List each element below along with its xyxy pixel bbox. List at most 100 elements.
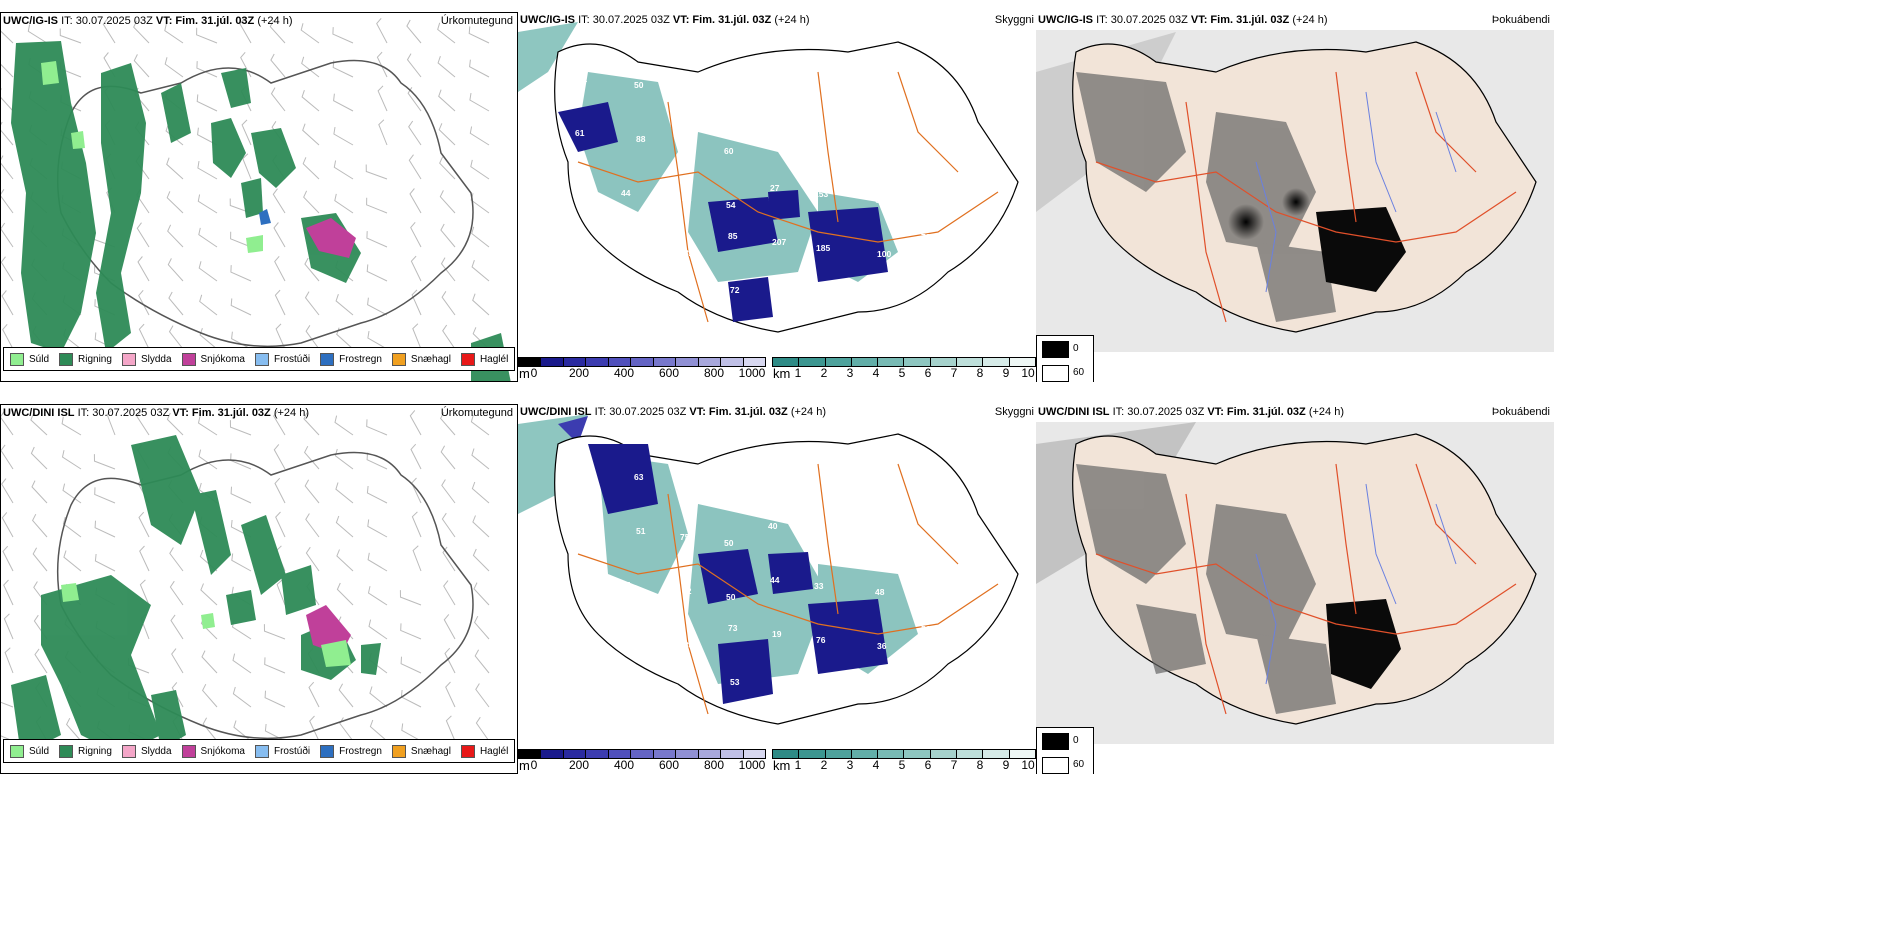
wind-barb [2,545,14,572]
wind-barb [443,580,456,606]
wind-barb [276,579,286,606]
cloud-base-tick: 200 [568,758,590,772]
wind-barb [442,324,456,350]
wind-barb [230,231,252,248]
cloudbase-panel-top: 102 50 52 58 25 97 61 54 61 88 60 60 43 52 99 44 50 44 43 5… [518,12,1036,382]
wind-barb [334,448,354,470]
wind-barb [469,59,490,78]
precip-legend-top: Súld Rigning Slydda Snjókoma Frostúði Fr… [3,347,516,371]
legend-swatch [460,744,475,758]
init-time: IT: 30.07.2025 03Z [77,407,170,419]
wind-barb [332,27,354,44]
model-name: UWC/DINI ISL [520,406,592,418]
lead-time: (+24 h) [1308,406,1345,418]
visibility-tick: 6 [924,758,932,772]
wind-barb [1,54,14,78]
wind-barb [106,409,116,436]
wind-barb [411,477,422,504]
legend-swatch [59,352,74,366]
cloud-base-value: 38 [917,539,927,549]
wind-barb [309,715,320,742]
wind-barb [93,454,116,470]
wind-barb [139,579,150,606]
wind-barb [441,291,456,316]
cloud-base-value: 32 [684,248,694,258]
cloud-base-tick: 0 [530,366,538,380]
wind-barb [27,24,48,44]
wind-barb [263,624,286,640]
cloudbase-panel-bottom: 79 63 94 21 19 11 24 30 41 51 75 50 40 57 63 38 63 75 52 50… [518,404,1036,774]
wind-barb [94,520,116,538]
precip-panel-top: UWC/IG-IS IT: 30.07.2025 03Z VT: Fim. 31… [0,12,518,382]
visibility-colorbar-top: km 1 2 3 4 5 6 7 8 9 10 [772,357,1036,382]
cloud-base-tick: 200 [568,366,590,380]
wind-barb [303,412,320,436]
cloud-base-value: 88 [636,134,646,144]
wind-barb [366,452,388,470]
wind-barb [304,479,320,504]
wind-barb [198,261,218,282]
wind-barb [368,619,388,640]
wind-barb [411,511,422,538]
wind-barb [62,516,82,538]
cloud-base-colorbar-bottom: m 0 200 400 600 800 1000 [518,749,766,774]
lead-time: (+24 h) [790,406,827,418]
wind-barb [1,256,14,282]
wind-barb [1,410,14,436]
cloud-base-value: 48 [875,587,885,597]
wind-barb [409,188,422,214]
wind-barb [304,445,320,470]
legend-swatch [121,352,136,366]
wind-barb [338,683,354,708]
wind-barb [196,27,218,44]
wind-barb [409,410,422,436]
wind-barb [270,87,286,112]
wind-barb [197,161,218,180]
cloud-base-value: 33 [623,242,633,252]
wind-barb [231,331,252,350]
sky-title-bottom: Skyggni [994,406,1034,418]
wind-barb [300,23,320,44]
wind-barb [378,119,388,146]
wind-barb [441,512,456,538]
wind-barb [133,20,150,44]
wind-barb [472,515,490,538]
legend-item: Súld [10,744,49,758]
wind-barb [272,188,286,214]
wind-barb [470,414,490,436]
wind-barb [168,325,184,350]
cloudbase-map-bottom: 79 63 94 21 19 11 24 30 41 51 75 50 40 57 63 38 63 75 52 50… [518,414,1019,725]
cloud-base-value: 153 [814,189,828,199]
wind-barb [335,482,354,504]
wind-barb [474,649,490,674]
cloud-base-value: 43 [682,194,692,204]
wind-barb [440,257,456,282]
wind-barb [475,683,490,708]
fog-legend-label: 60 [1073,367,1085,378]
cloud-base-value: 33 [814,581,824,591]
wind-barb [469,126,490,146]
init-time: IT: 30.07.2025 03Z [1112,406,1205,418]
wind-barb [411,289,422,316]
wind-barb [232,653,252,674]
precip-panel-bottom: UWC/DINI ISL IT: 30.07.2025 03Z VT: Fim.… [0,404,518,774]
wind-barb [167,224,184,248]
cloud-base-value: 97 [827,81,837,91]
cloud-base-value: 52 [678,86,688,96]
legend-item: Rigning [59,744,112,758]
cloud-base-value: 24 [871,479,881,489]
cloud-base-value: 385 [684,640,698,650]
wind-barb [197,416,218,436]
fog-swatch [1042,341,1069,358]
precip-title-bottom: Úrkomutegund [440,407,513,419]
wind-barb [333,127,354,146]
visibility-tick: 2 [820,758,828,772]
precip-header-bottom: UWC/DINI ISL IT: 30.07.2025 03Z VT: Fim.… [3,407,309,419]
legend-swatch [181,352,196,366]
cloud-base-value: 19 [772,629,782,639]
cloud-base-value: 72 [730,285,740,295]
cloud-base-value: 81 [919,570,929,580]
wind-barb [304,257,320,282]
wind-barb [273,444,286,470]
wind-barb [412,545,422,572]
